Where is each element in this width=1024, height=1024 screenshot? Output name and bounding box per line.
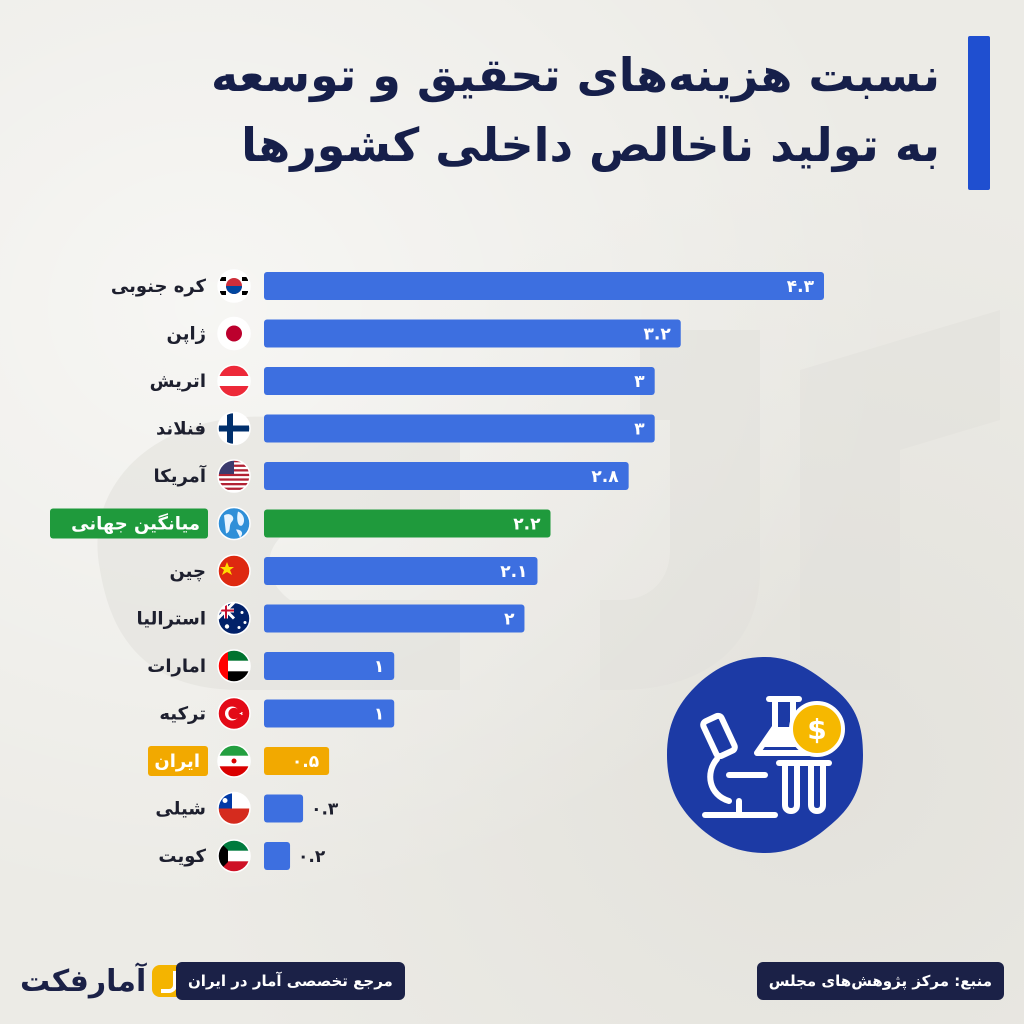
category-label: کره جنوبی: [111, 276, 207, 297]
uae-flag: [217, 649, 251, 683]
kuwait-flag: [217, 839, 251, 873]
category-label: ژاپن: [167, 324, 207, 345]
title-line-2: به تولید ناخالص داخلی کشورها: [241, 118, 940, 172]
category-label: استرالیا: [137, 609, 206, 630]
bar: [264, 319, 681, 348]
category-label: ترکیه: [159, 704, 206, 725]
bar: [264, 367, 655, 395]
japan-flag: [217, 316, 251, 351]
title-line-1: نسبت هزینه‌های تحقیق و توسعه: [211, 48, 940, 102]
bar: [264, 652, 395, 680]
south-korea-flag: [217, 269, 251, 303]
bar: [264, 699, 395, 728]
value-label: ۲.۸: [591, 467, 619, 487]
category-label: اتریش: [150, 371, 206, 392]
highlight-label-bg: [50, 508, 208, 539]
value-label: ۳: [634, 372, 645, 392]
value-label: ۱: [374, 705, 384, 725]
china-flag: [217, 554, 251, 588]
bar: [264, 509, 551, 538]
svg-text:$: $: [807, 713, 826, 746]
reference-tag: مرجع تخصصی آمار در ایران: [176, 962, 405, 1000]
category-label: شیلی: [155, 799, 206, 820]
category-label: آمریکا: [154, 464, 207, 487]
value-label: ۱: [374, 657, 384, 677]
category-label: کویت: [158, 846, 206, 867]
globe-icon: [217, 506, 251, 541]
bar: [264, 747, 330, 775]
chile-flag: [217, 791, 251, 826]
value-label: ۳: [634, 420, 645, 440]
value-label: ۰.۵: [292, 752, 319, 772]
category-label: چین: [169, 561, 206, 582]
value-label: ۳.۲: [644, 325, 672, 345]
value-label: ۰.۲: [298, 847, 326, 867]
bar: [264, 414, 655, 443]
highlight-label-bg: [148, 746, 208, 776]
finland-flag: [217, 411, 251, 446]
category-label: فنلاند: [156, 419, 206, 440]
iran-flag: [217, 744, 251, 778]
value-label: ۲: [504, 610, 515, 630]
value-label: ۲.۱: [500, 562, 527, 582]
bar: [264, 604, 525, 633]
brand-name: آمارفکت: [20, 963, 147, 999]
australia-flag: [217, 601, 251, 636]
category-label: میانگین جهانی: [71, 513, 200, 535]
brand-logo: آمارفکت: [20, 958, 185, 1004]
bar: [264, 462, 629, 490]
austria-flag: [217, 364, 251, 398]
category-label: ایران: [154, 751, 200, 772]
value-label: ۲.۲: [513, 515, 541, 535]
bar: [264, 842, 291, 870]
value-label: ۰.۳: [311, 800, 339, 820]
bar: [264, 794, 304, 823]
usa-flag: [217, 459, 251, 493]
value-label: ۴.۳: [787, 277, 815, 297]
page-title: نسبت هزینه‌های تحقیق و توسعه به تولید نا…: [60, 40, 940, 180]
bar: [264, 557, 538, 585]
turkey-flag: [217, 696, 251, 731]
title-accent-bar: [968, 36, 990, 190]
lab-science-icon: $: [667, 657, 863, 853]
bar: [264, 272, 824, 300]
source-tag: منبع: مرکز پژوهش‌های مجلس: [756, 962, 1004, 1000]
category-label: امارات: [147, 656, 206, 677]
